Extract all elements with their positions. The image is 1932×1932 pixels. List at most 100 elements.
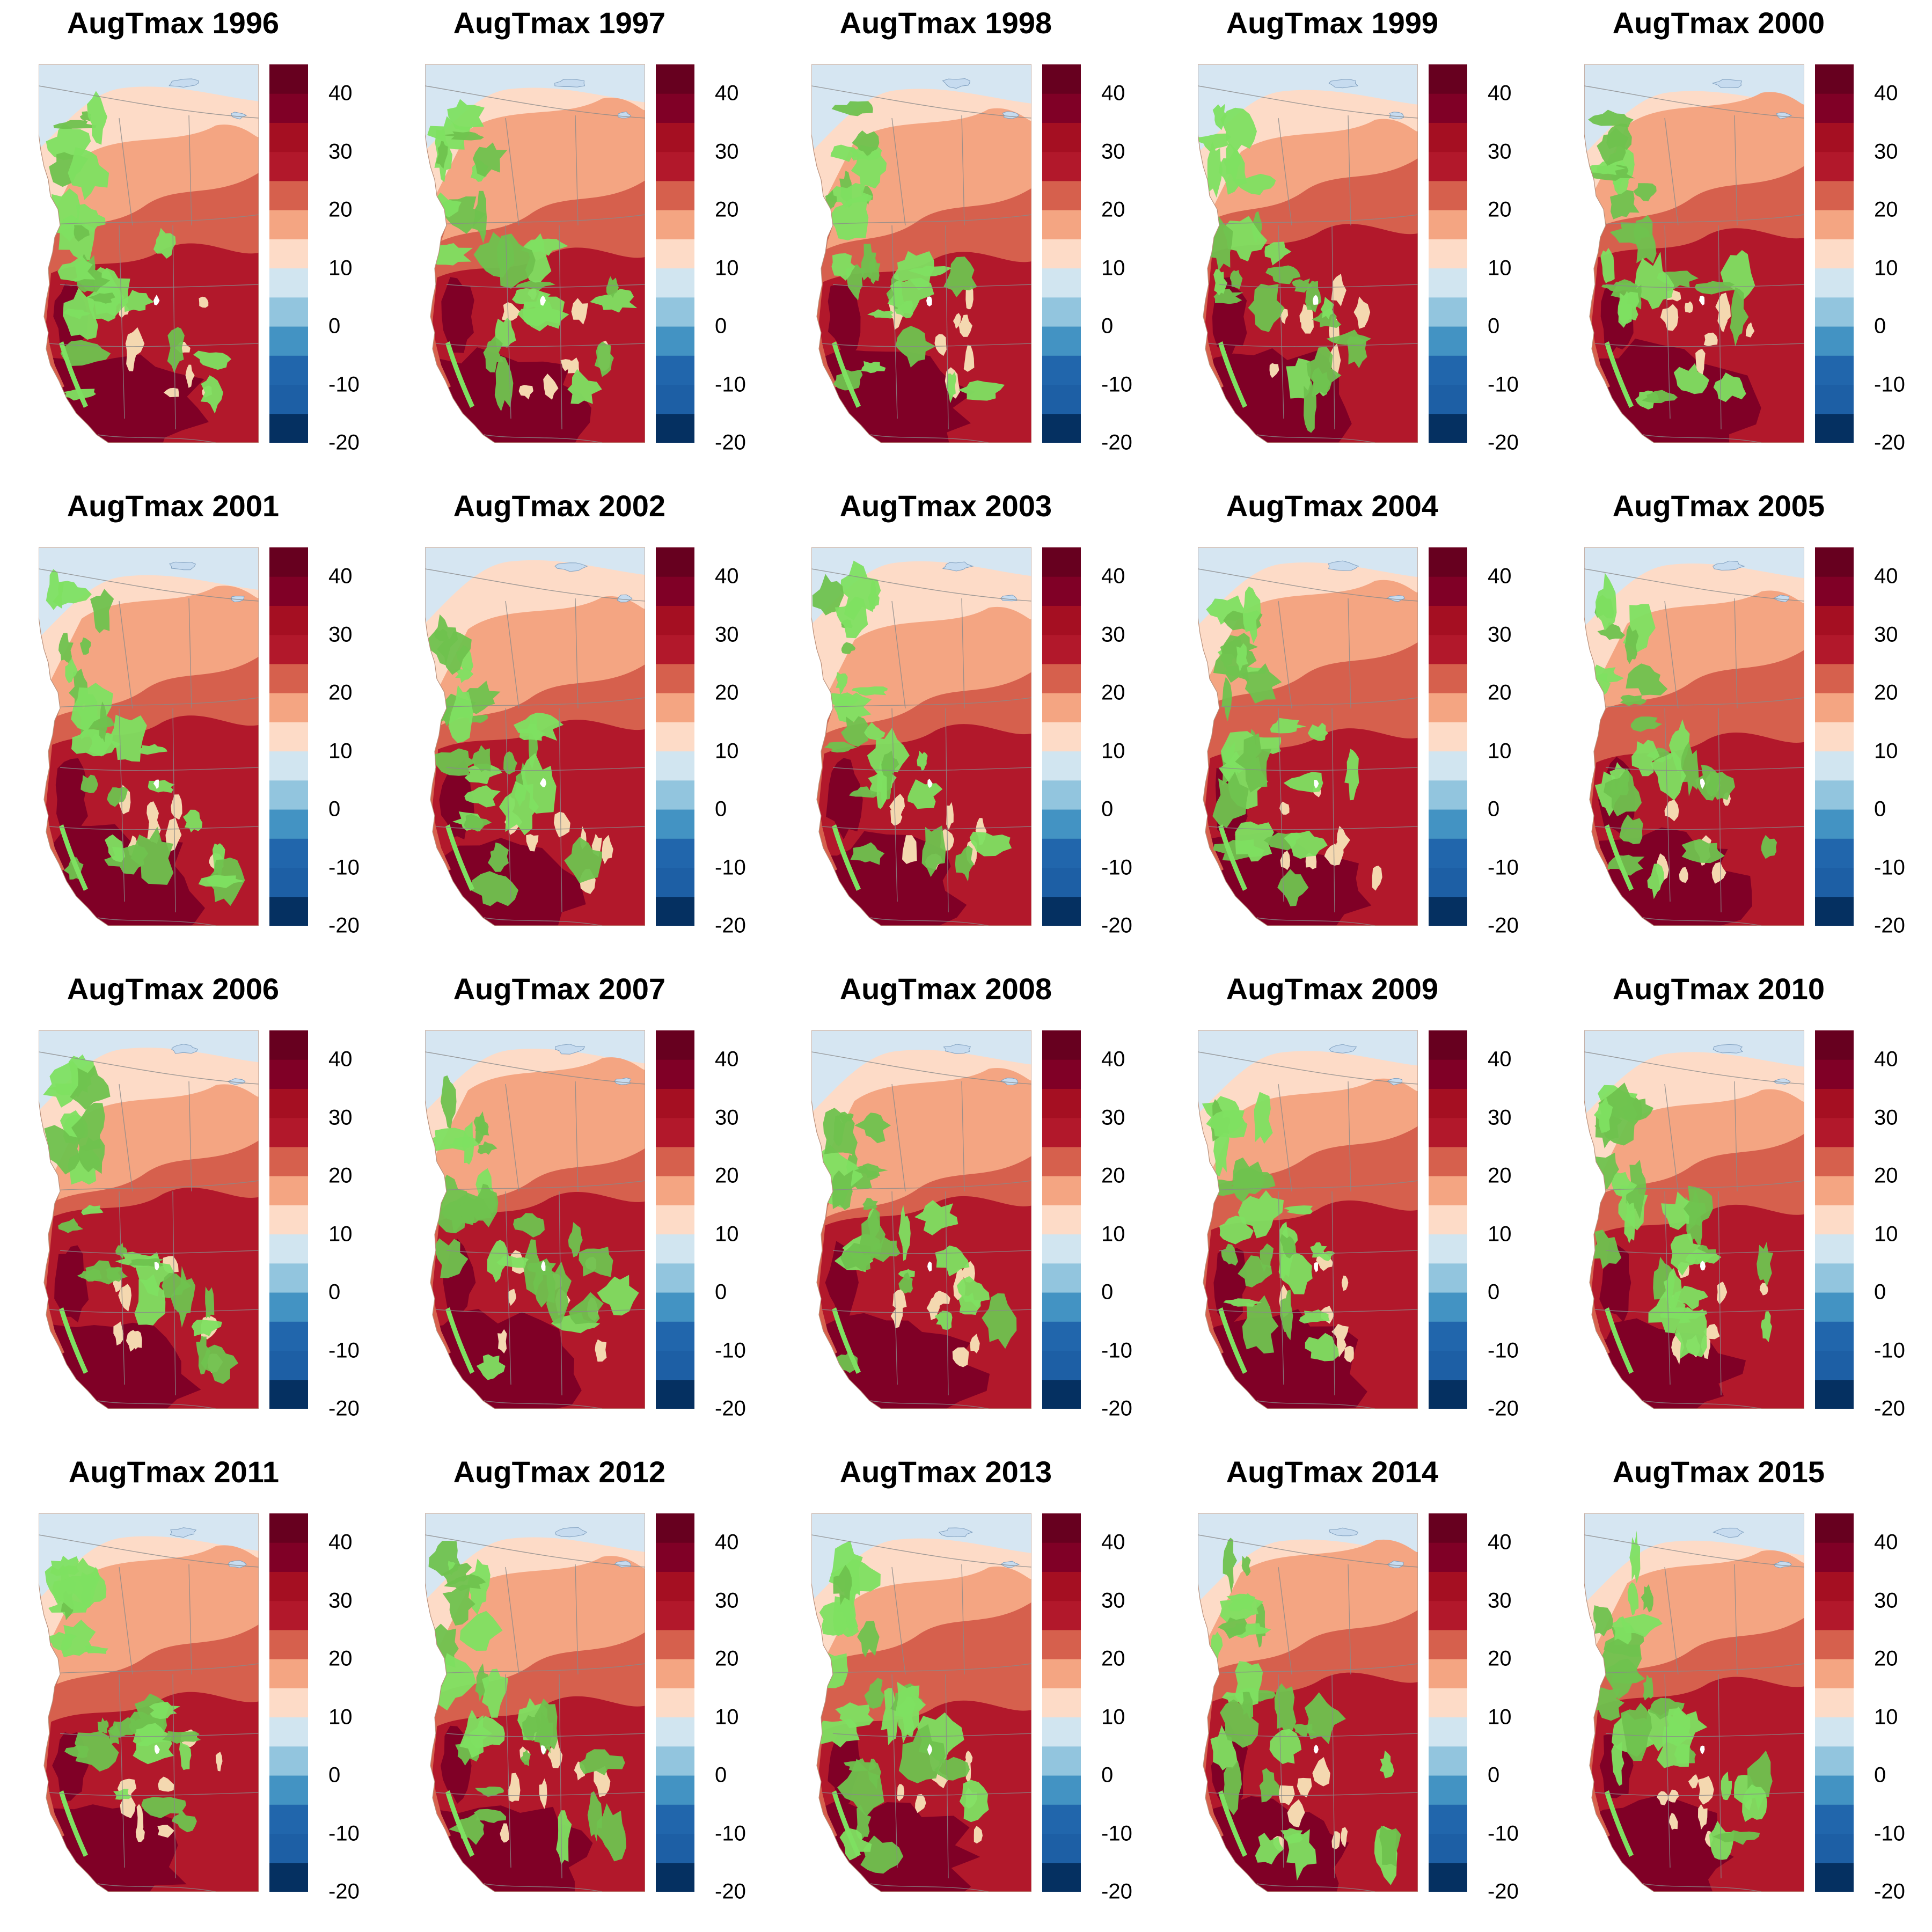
temp-band-10-15	[39, 1513, 259, 1599]
state-border	[435, 1309, 645, 1313]
green-overlay-patch	[1221, 677, 1232, 722]
sierra-green-strip	[832, 824, 861, 891]
green-overlay-patch	[494, 356, 514, 412]
green-overlay-patch	[982, 1293, 1017, 1349]
boundary-lines	[1584, 85, 1804, 443]
colorbar-segment	[1815, 838, 1854, 868]
colorbar-segment	[1815, 1321, 1854, 1351]
green-overlay-patch	[1673, 1285, 1709, 1310]
green-overlay-patch	[488, 842, 509, 872]
colorbar-tick-label: -10	[1101, 1338, 1132, 1362]
colorbar-tick-label: 30	[715, 1106, 739, 1130]
colorbar-segment	[1815, 413, 1854, 443]
sierra-green-strip	[445, 1790, 474, 1857]
map-panel: AugTmax 2002 40 30 20 10 0 -10 -20	[386, 483, 773, 966]
map-panel: AugTmax 1996 40 30 20 10 0 -10 -20	[0, 0, 386, 483]
green-overlay-patch	[567, 369, 602, 404]
colorbar-segment	[1429, 1321, 1467, 1351]
latitude-60-line	[425, 568, 645, 602]
colorbar-tick-label: 30	[715, 140, 739, 164]
colorbar-segment	[656, 297, 694, 327]
colorbar	[269, 1030, 308, 1409]
colorbar-segment	[269, 413, 308, 443]
green-overlay-patch	[1280, 1290, 1293, 1341]
green-overlay-patch	[1284, 830, 1328, 859]
boundary-lines	[39, 85, 259, 443]
green-overlay-patch	[1761, 835, 1777, 859]
high-elevation-patch	[1353, 296, 1371, 329]
sierra-green-strip	[59, 1790, 88, 1857]
temp-band-10-15	[1198, 64, 1418, 153]
colorbar-segment	[1815, 355, 1854, 385]
colorbar-segment	[269, 1804, 308, 1834]
coastline	[811, 1513, 1031, 1892]
green-overlay-patch	[579, 1247, 613, 1277]
colorbar-tick-label: 20	[1874, 197, 1898, 222]
state-border	[505, 708, 511, 902]
green-overlay-patch	[46, 569, 64, 610]
us-canada-border	[425, 1180, 645, 1192]
green-overlay-patch	[1221, 1243, 1238, 1266]
temperature-map	[1198, 1030, 1418, 1409]
colorbar-segment	[1429, 1746, 1467, 1776]
green-overlay-patch	[476, 1354, 506, 1380]
green-overlay-patch	[1620, 694, 1647, 706]
state-border	[60, 1733, 259, 1737]
green-overlay-patch	[1220, 107, 1257, 153]
state-border	[1278, 708, 1284, 902]
province-border	[575, 115, 579, 226]
green-overlay-patch	[1694, 281, 1736, 295]
sierra-green-strip	[445, 341, 474, 408]
us-mexico-border	[870, 1883, 989, 1892]
colorbar-segment	[656, 1263, 694, 1293]
colorbar-segment	[1042, 122, 1081, 152]
colorbar-tick-label: 10	[1488, 1705, 1512, 1729]
panel-title: AugTmax 2012	[453, 1455, 665, 1489]
state-border	[60, 767, 259, 771]
panel-title: AugTmax 2002	[453, 489, 665, 523]
map-panel: AugTmax 2010 40 30 20 10 0 -10 -20	[1546, 966, 1932, 1449]
colorbar-segment	[1429, 1350, 1467, 1380]
colorbar-tick-label: 10	[1488, 256, 1512, 280]
green-overlay-patch	[196, 1336, 211, 1375]
state-border	[1219, 284, 1418, 288]
us-mexico-border	[484, 434, 603, 443]
boundary-lines	[425, 1534, 645, 1892]
high-elevation-patch	[1759, 1283, 1768, 1296]
map-panel: AugTmax 1999 40 30 20 10 0 -10 -20	[1159, 0, 1546, 483]
colorbar	[1429, 64, 1467, 443]
colorbar	[1042, 547, 1081, 926]
province-border	[119, 1567, 133, 1675]
province-border	[575, 1081, 579, 1192]
green-overlay-patch	[77, 1269, 102, 1282]
colorbar-tick-label: 20	[1101, 1163, 1125, 1188]
colorbar-segment	[1815, 1746, 1854, 1776]
colorbar-segment	[269, 1030, 308, 1060]
green-overlay-patch	[831, 253, 855, 281]
map-panel: AugTmax 1998 40 30 20 10 0 -10 -20	[773, 0, 1159, 483]
green-overlay-patch	[1213, 269, 1228, 296]
colorbar-segment	[1429, 605, 1467, 635]
colorbar-segment	[1429, 268, 1467, 298]
lake-icon	[942, 561, 974, 572]
colorbar-tick-label: 0	[1874, 314, 1886, 338]
green-overlay-patch	[130, 826, 174, 885]
green-overlay-patch	[437, 631, 472, 675]
colorbar	[1429, 1513, 1467, 1892]
lake-icon	[1328, 560, 1359, 571]
colorbar-segment	[269, 1117, 308, 1147]
province-border	[505, 118, 519, 226]
state-border	[559, 1191, 562, 1396]
green-overlay-patch	[868, 1759, 881, 1789]
coastline	[1198, 64, 1418, 443]
green-overlay-patch	[477, 1141, 497, 1155]
temperature-map	[811, 547, 1031, 926]
colorbar-segment	[1042, 268, 1081, 298]
green-overlay-patch	[64, 1745, 89, 1758]
great-salt-lake-icon	[1700, 1745, 1705, 1754]
green-overlay-patch	[162, 1731, 201, 1744]
green-overlay-patch	[458, 1192, 492, 1224]
colorbar-segment	[656, 576, 694, 606]
green-overlay-patch	[861, 361, 886, 374]
colorbar-tick-label: 20	[328, 197, 353, 222]
